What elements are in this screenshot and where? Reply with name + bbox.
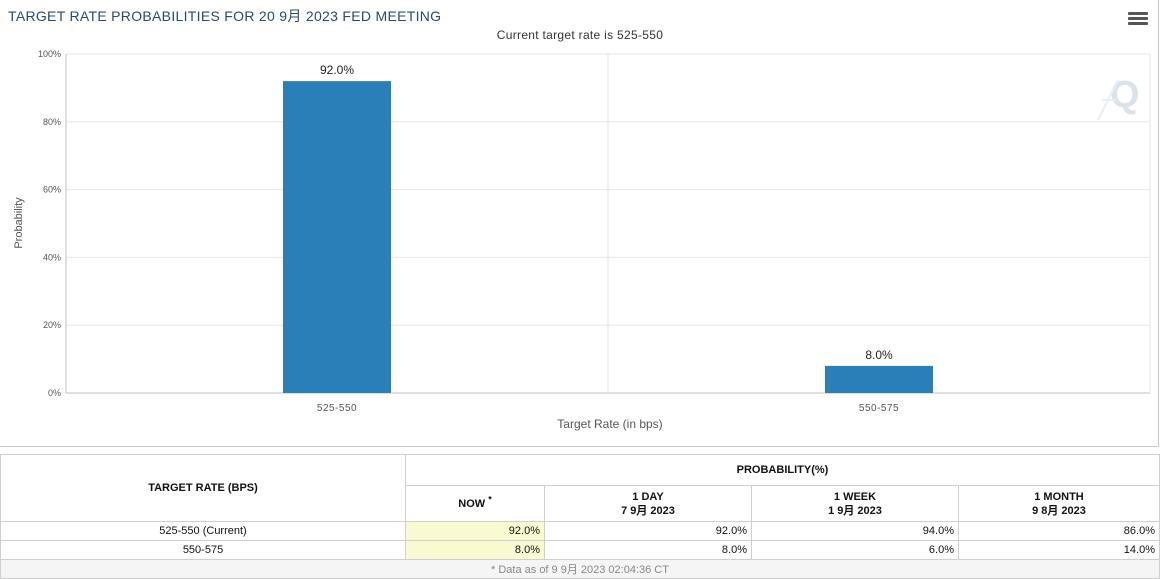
data-timestamp-footnote: * Data as of 9 9月 2023 02:04:36 CT — [0, 559, 1160, 579]
header-1-week-date: 1 9月 2023 — [828, 504, 882, 517]
row-1-week: 6.0% — [751, 540, 959, 560]
y-tick-label: 80% — [43, 117, 61, 127]
row-1-month: 14.0% — [958, 540, 1160, 560]
y-tick-label: 40% — [43, 252, 61, 262]
y-tick-label: 20% — [43, 320, 61, 330]
row-1-month: 86.0% — [958, 521, 1160, 541]
table-row: 550-575 8.0% 8.0% 6.0% 14.0% — [0, 540, 1160, 560]
grid-lines — [65, 53, 1151, 394]
x-tick-labels: 525-550 550-575 — [317, 403, 899, 414]
x-tick-label: 525-550 — [317, 403, 357, 414]
row-now: 92.0% — [405, 521, 545, 541]
chart-title: TARGET RATE PROBABILITIES FOR 20 9月 2023… — [8, 8, 442, 24]
bar[interactable] — [283, 81, 391, 394]
x-tick-label: 550-575 — [859, 403, 899, 414]
y-tick-label: 0% — [48, 388, 61, 398]
header-now: NOW * — [405, 485, 545, 522]
bar[interactable] — [825, 365, 933, 393]
header-1-month: 1 MONTH 9 8月 2023 — [958, 485, 1160, 522]
y-tick-label: 60% — [43, 185, 61, 195]
header-1-day-date: 7 9月 2023 — [621, 504, 675, 517]
watermark-logo-icon: Q — [1097, 74, 1140, 121]
y-tick-labels: 0% 20% 40% 60% 80% 100% — [38, 49, 61, 398]
hamburger-menu-icon[interactable] — [1128, 12, 1148, 30]
header-1-week-label: 1 WEEK — [833, 490, 877, 503]
row-1-day: 8.0% — [544, 540, 752, 560]
value-labels: 92.0% 8.0% — [320, 63, 893, 362]
row-1-day: 92.0% — [544, 521, 752, 541]
chart-subtitle: Current target rate is 525-550 — [496, 28, 664, 42]
y-axis-label: Probability — [13, 197, 25, 249]
header-1-week: 1 WEEK 1 9月 2023 — [751, 485, 959, 522]
data-label: 92.0% — [320, 63, 354, 77]
row-now: 8.0% — [405, 540, 545, 560]
x-axis-label: Target Rate (in bps) — [557, 417, 662, 431]
row-rate: 550-575 — [0, 540, 406, 560]
table-row: 525-550 (Current) 92.0% 92.0% 94.0% 86.0… — [0, 521, 1160, 541]
header-1-month-label: 1 MONTH — [1034, 490, 1084, 503]
header-probability: PROBABILITY(%) — [405, 453, 1160, 487]
header-1-month-date: 9 8月 2023 — [1032, 504, 1086, 517]
bars — [283, 81, 933, 394]
probability-table: TARGET RATE (BPS) PROBABILITY(%) NOW * 1… — [0, 453, 1160, 579]
header-target-rate: TARGET RATE (BPS) — [0, 454, 406, 522]
header-1-day-label: 1 DAY — [632, 490, 664, 503]
bar-chart: 0% 20% 40% 60% 80% 100% 525-550 550-575 92.0% 8… — [13, 49, 1151, 431]
data-label: 8.0% — [865, 348, 893, 362]
chart-panel: TARGET RATE PROBABILITIES FOR 20 9月 2023… — [0, 0, 1159, 447]
header-1-day: 1 DAY 7 9月 2023 — [544, 485, 752, 522]
header-now-label: NOW — [458, 497, 486, 510]
header-now-mark: * — [488, 494, 492, 505]
row-1-week: 94.0% — [751, 521, 959, 541]
svg-text:Q: Q — [1110, 74, 1140, 116]
row-rate: 525-550 (Current) — [0, 521, 406, 541]
y-tick-label: 100% — [38, 49, 61, 59]
